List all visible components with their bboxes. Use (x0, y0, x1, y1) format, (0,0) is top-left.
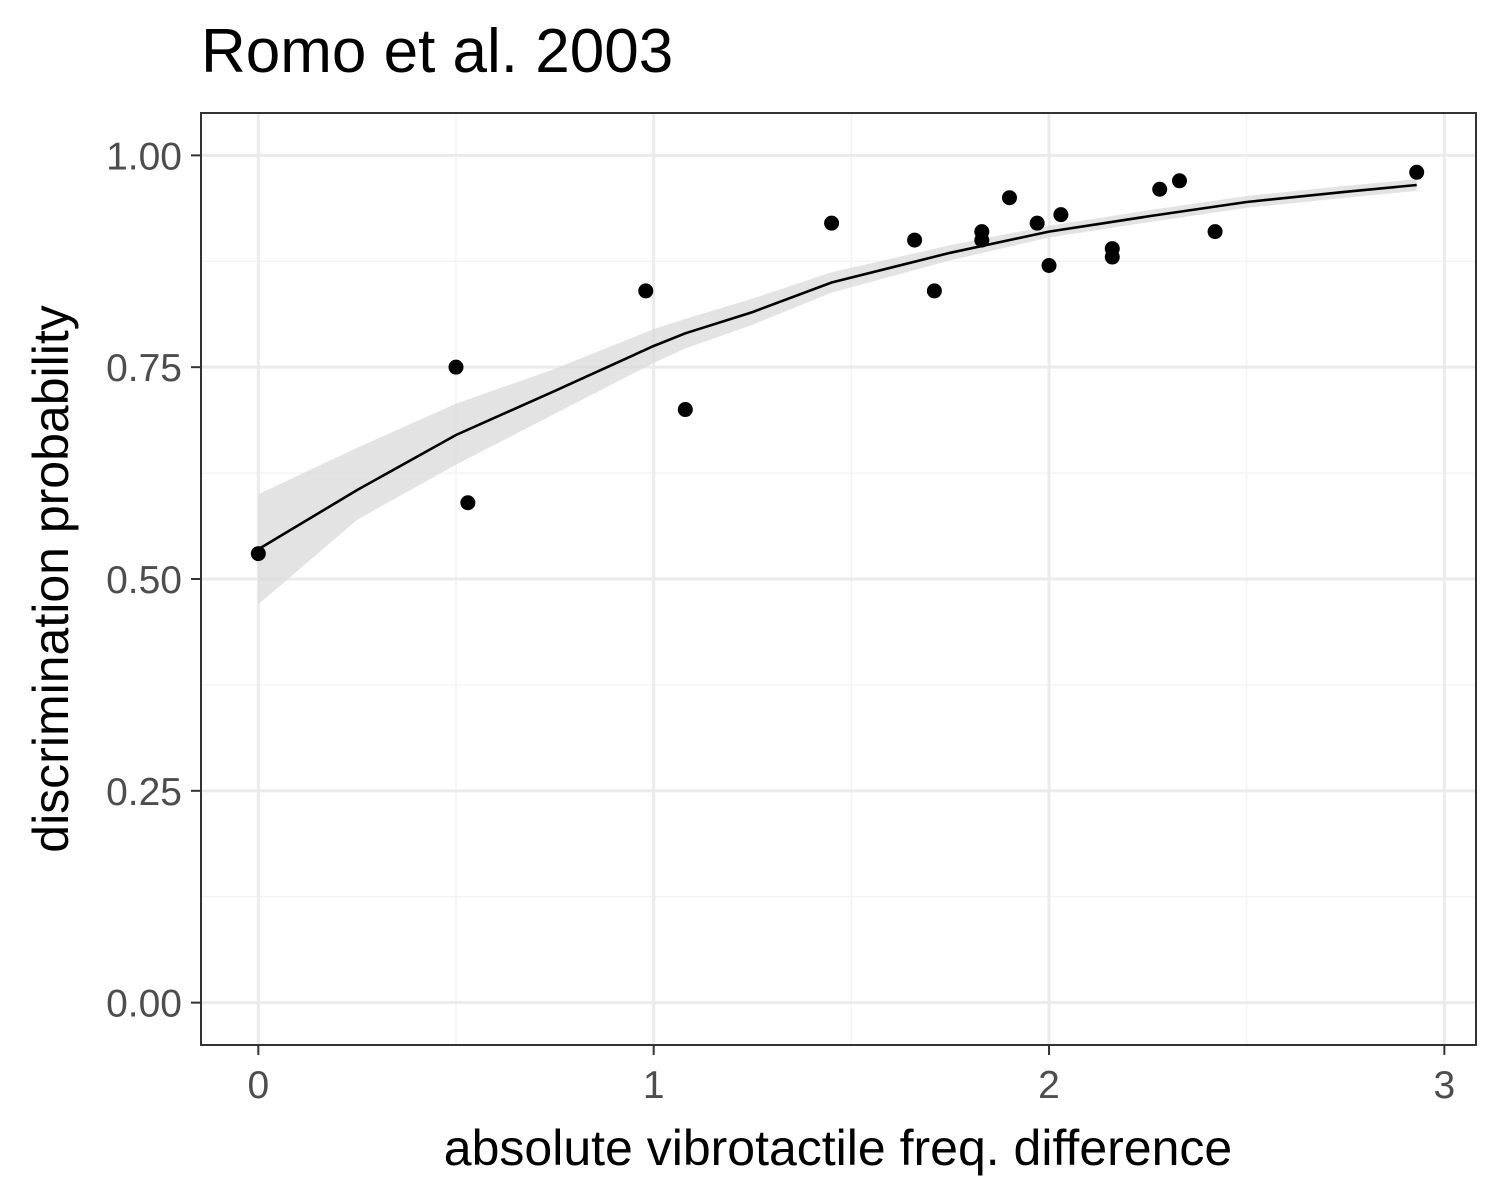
data-point (907, 232, 923, 248)
x-tick-label: 1 (643, 1064, 665, 1107)
y-tick-label: 1.00 (106, 135, 182, 178)
data-point (677, 402, 693, 418)
data-point (460, 495, 476, 511)
x-tick-label: 0 (247, 1064, 269, 1107)
y-axis-title: discrimination probability (23, 305, 79, 852)
y-tick-label: 0.75 (106, 347, 182, 390)
grid-major (201, 113, 1476, 1045)
data-point (1053, 207, 1069, 223)
data-point (1171, 173, 1187, 189)
data-point (250, 546, 266, 562)
data-point (1207, 224, 1223, 240)
data-point (448, 359, 464, 375)
data-point (824, 215, 840, 231)
chart-title: Romo et al. 2003 (201, 17, 673, 86)
x-axis-title: absolute vibrotactile freq. difference (444, 1120, 1232, 1176)
x-tick-label: 3 (1434, 1064, 1456, 1107)
y-tick-label: 0.00 (106, 983, 182, 1026)
data-point (974, 232, 990, 248)
data-point (1409, 164, 1425, 180)
data-point (1001, 190, 1017, 206)
x-tick-label: 2 (1038, 1064, 1060, 1107)
data-points (250, 164, 1425, 562)
y-tick-label: 0.25 (106, 771, 182, 814)
confidence-ribbon (258, 179, 1417, 605)
fit-line (257, 183, 1417, 551)
y-axis-ticks: 0.00 0.25 0.50 0.75 1.00 (106, 135, 201, 1026)
data-point (1029, 215, 1045, 231)
y-tick-label: 0.50 (106, 559, 182, 602)
data-point (638, 283, 654, 299)
data-point (1104, 249, 1120, 265)
data-point (1152, 181, 1168, 197)
data-point (926, 283, 942, 299)
data-point (1041, 258, 1057, 274)
x-axis-ticks: 0 1 2 3 (247, 1045, 1455, 1107)
